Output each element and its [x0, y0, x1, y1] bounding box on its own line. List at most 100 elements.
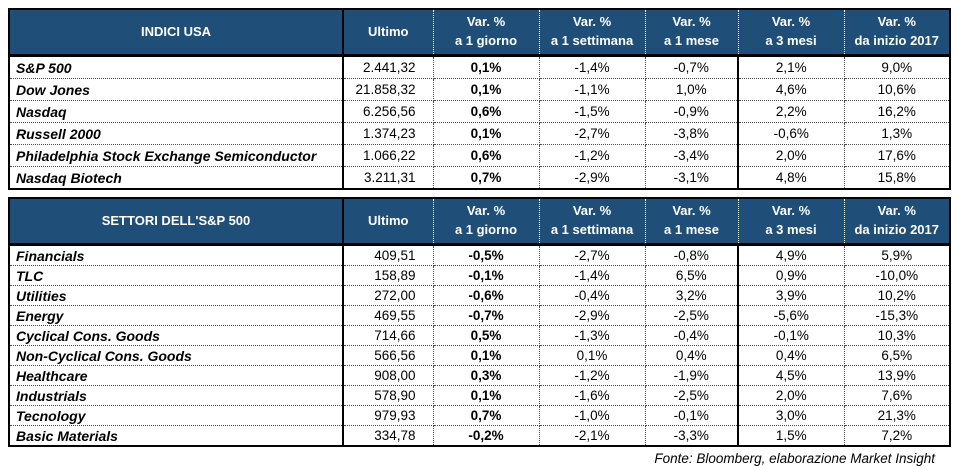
var-pct-cell: -1,3%	[539, 325, 646, 346]
table-row: Basic Materials 334,78 -0,2% -2,1% -3,3% 1,5%…	[9, 425, 950, 446]
var-pct-cell: 10,3%	[844, 325, 950, 346]
col-header-ultimo: Ultimo	[343, 9, 434, 57]
col-header-line1: Var. %	[877, 14, 916, 30]
table-row: Nasdaq 6.256,56 0,6% -1,5% -0,9% 2,2% 16,2%	[9, 100, 950, 123]
var-pct-cell: 0,9%	[738, 265, 845, 286]
col-header-line1: Var. %	[572, 203, 612, 219]
var-pct-cell: -1,4%	[539, 55, 646, 79]
var-pct-cell: 0,1%	[433, 122, 540, 145]
settori-sp500-table: SETTORI DELL'S&P 500 Ultimo Var. % a 1 g…	[8, 197, 951, 447]
col-header-var-1-mese: Var. % a 1 mese	[645, 198, 739, 246]
var-pct-cell: 0,4%	[645, 345, 739, 366]
col-header-line2: a 3 mesi	[765, 33, 817, 48]
var-pct-cell: -0,1%	[738, 325, 845, 346]
var-pct-cell: -3,1%	[645, 166, 739, 189]
var-pct-cell: -0,1%	[433, 265, 540, 286]
var-pct-cell: 0,1%	[433, 78, 540, 101]
col-header-line1: Var. %	[466, 14, 506, 30]
var-pct-cell: 0,5%	[433, 325, 540, 346]
row-label: Healthcare	[9, 365, 344, 386]
row-label: Non-Cyclical Cons. Goods	[9, 345, 344, 366]
var-pct-cell: 1,0%	[645, 78, 739, 101]
var-pct-cell: 2,2%	[738, 100, 845, 123]
col-header-line2: a 1 settimana	[550, 222, 634, 237]
var-pct-cell: 0,1%	[433, 55, 540, 79]
var-pct-cell: 4,6%	[738, 78, 845, 101]
ultimo-value-cell: 272,00	[343, 285, 434, 306]
var-pct-cell: 0,1%	[539, 345, 646, 366]
col-header-ultimo: Ultimo	[343, 198, 434, 246]
table-row: TLC 158,89 -0,1% -1,4% 6,5% 0,9% -10,0%	[9, 265, 950, 286]
var-pct-cell: -2,5%	[645, 305, 739, 326]
col-header-line2: a 1 settimana	[550, 33, 634, 48]
ultimo-value-cell: 2.441,32	[343, 55, 434, 79]
ultimo-value-cell: 3.211,31	[343, 166, 434, 189]
market-insight-report: INDICI USA Ultimo Var. % a 1 giorno Var.…	[8, 8, 951, 466]
row-label: TLC	[9, 265, 344, 286]
var-pct-cell: -1,2%	[539, 144, 646, 167]
header-row: SETTORI DELL'S&P 500 Ultimo Var. % a 1 g…	[9, 198, 950, 246]
ultimo-value-cell: 409,51	[343, 244, 434, 266]
ultimo-value-cell: 578,90	[343, 385, 434, 406]
ultimo-value-cell: 1.374,23	[343, 122, 434, 145]
row-label: Utilities	[9, 285, 344, 306]
col-header-line1: Var. %	[672, 203, 711, 219]
var-pct-cell: -1,1%	[539, 78, 646, 101]
table-title-indici-usa: INDICI USA	[9, 9, 344, 57]
table-row: Philadelphia Stock Exchange Semiconducto…	[9, 144, 950, 167]
var-pct-cell: 13,9%	[844, 365, 950, 386]
col-header-line1: Var. %	[572, 14, 612, 30]
var-pct-cell: -2,9%	[539, 305, 646, 326]
header-row: INDICI USA Ultimo Var. % a 1 giorno Var.…	[9, 9, 950, 57]
col-header-line1: Var. %	[877, 203, 916, 219]
row-label: Basic Materials	[9, 425, 344, 446]
col-header-line2: a 1 giorno	[454, 33, 518, 48]
var-pct-cell: 0,6%	[433, 144, 540, 167]
col-header-var-1-mese: Var. % a 1 mese	[645, 9, 739, 57]
var-pct-cell: -10,0%	[844, 265, 950, 286]
var-pct-cell: -0,6%	[433, 285, 540, 306]
var-pct-cell: 6,5%	[844, 345, 950, 366]
var-pct-cell: 9,0%	[844, 55, 950, 79]
var-pct-cell: -0,8%	[645, 244, 739, 266]
var-pct-cell: -2,7%	[539, 122, 646, 145]
var-pct-cell: 7,6%	[844, 385, 950, 406]
var-pct-cell: 0,1%	[433, 385, 540, 406]
row-label: Tecnology	[9, 405, 344, 426]
row-label: S&P 500	[9, 55, 344, 79]
var-pct-cell: 6,5%	[645, 265, 739, 286]
ultimo-value-cell: 158,89	[343, 265, 434, 286]
var-pct-cell: -3,3%	[645, 425, 739, 446]
var-pct-cell: 1,3%	[844, 122, 950, 145]
col-header-line2: a 3 mesi	[765, 222, 817, 237]
row-label: Philadelphia Stock Exchange Semiconducto…	[9, 144, 344, 167]
var-pct-cell: 0,7%	[433, 405, 540, 426]
ultimo-value-cell: 334,78	[343, 425, 434, 446]
ultimo-value-cell: 1.066,22	[343, 144, 434, 167]
var-pct-cell: 0,4%	[738, 345, 845, 366]
var-pct-cell: -2,5%	[645, 385, 739, 406]
var-pct-cell: 4,5%	[738, 365, 845, 386]
settori-sp500-body: Financials 409,51 -0,5% -2,7% -0,8% 4,9% 5,9% T…	[9, 244, 950, 446]
var-pct-cell: -0,4%	[645, 325, 739, 346]
col-header-var-3-mesi: Var. % a 3 mesi	[738, 198, 845, 246]
var-pct-cell: 0,6%	[433, 100, 540, 123]
var-pct-cell: -0,2%	[433, 425, 540, 446]
ultimo-value-cell: 566,56	[343, 345, 434, 366]
var-pct-cell: 0,3%	[433, 365, 540, 386]
var-pct-cell: 3,0%	[738, 405, 845, 426]
ultimo-value-cell: 714,66	[343, 325, 434, 346]
table-row: S&P 500 2.441,32 0,1% -1,4% -0,7% 2,1% 9,0%	[9, 55, 950, 79]
table-row: Nasdaq Biotech 3.211,31 0,7% -2,9% -3,1% 4,8%…	[9, 166, 950, 189]
col-header-line1: Var. %	[771, 203, 811, 219]
var-pct-cell: 2,0%	[738, 144, 845, 167]
ultimo-value-cell: 979,93	[343, 405, 434, 426]
var-pct-cell: 15,8%	[877, 170, 916, 185]
row-label: Cyclical Cons. Goods	[9, 325, 344, 346]
row-label: Industrials	[9, 385, 344, 406]
col-header-line1: Var. %	[771, 14, 811, 30]
row-label: Russell 2000	[9, 122, 344, 145]
col-header-var-1-giorno: Var. % a 1 giorno	[433, 9, 540, 57]
var-pct-cell: 10,2%	[844, 285, 950, 306]
var-pct-cell: 0,7%	[433, 166, 540, 189]
